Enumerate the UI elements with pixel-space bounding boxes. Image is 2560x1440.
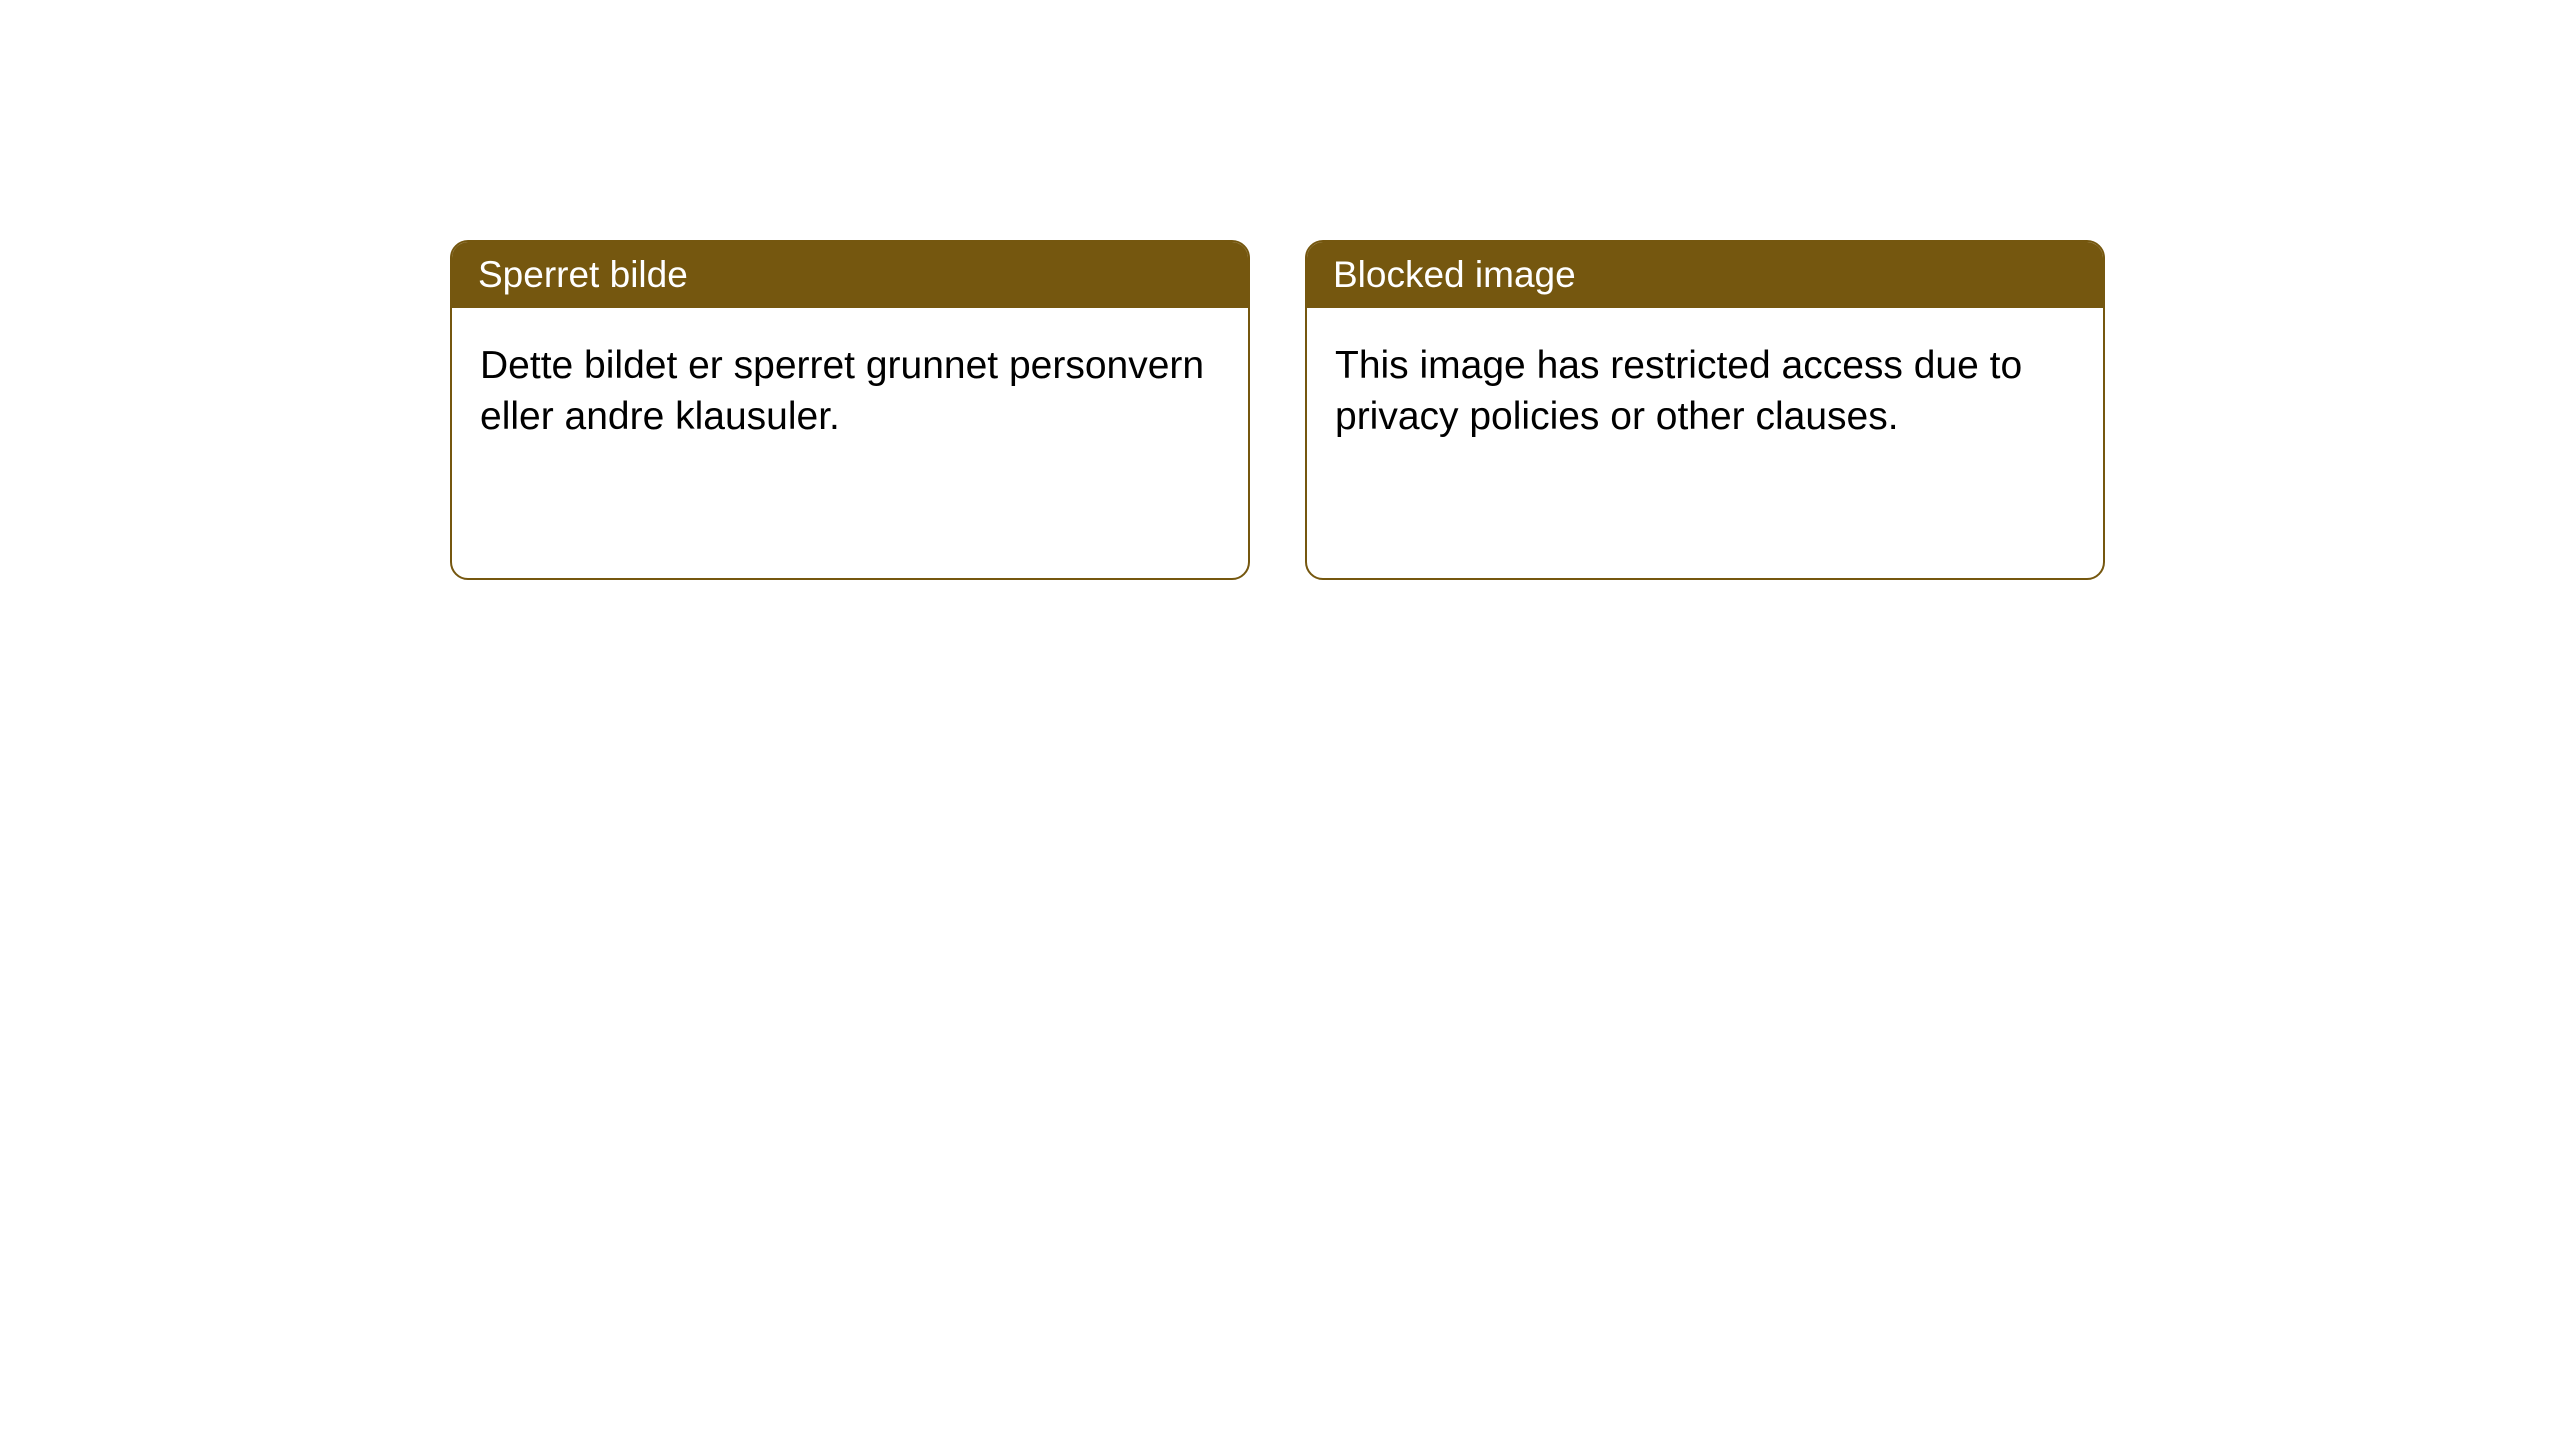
notice-card-norwegian: Sperret bilde Dette bildet er sperret gr… (450, 240, 1250, 580)
notice-title-norwegian: Sperret bilde (452, 242, 1248, 308)
notice-body-norwegian: Dette bildet er sperret grunnet personve… (452, 308, 1248, 578)
notice-title-english: Blocked image (1307, 242, 2103, 308)
notice-container: Sperret bilde Dette bildet er sperret gr… (0, 0, 2560, 580)
notice-card-english: Blocked image This image has restricted … (1305, 240, 2105, 580)
notice-body-english: This image has restricted access due to … (1307, 308, 2103, 578)
